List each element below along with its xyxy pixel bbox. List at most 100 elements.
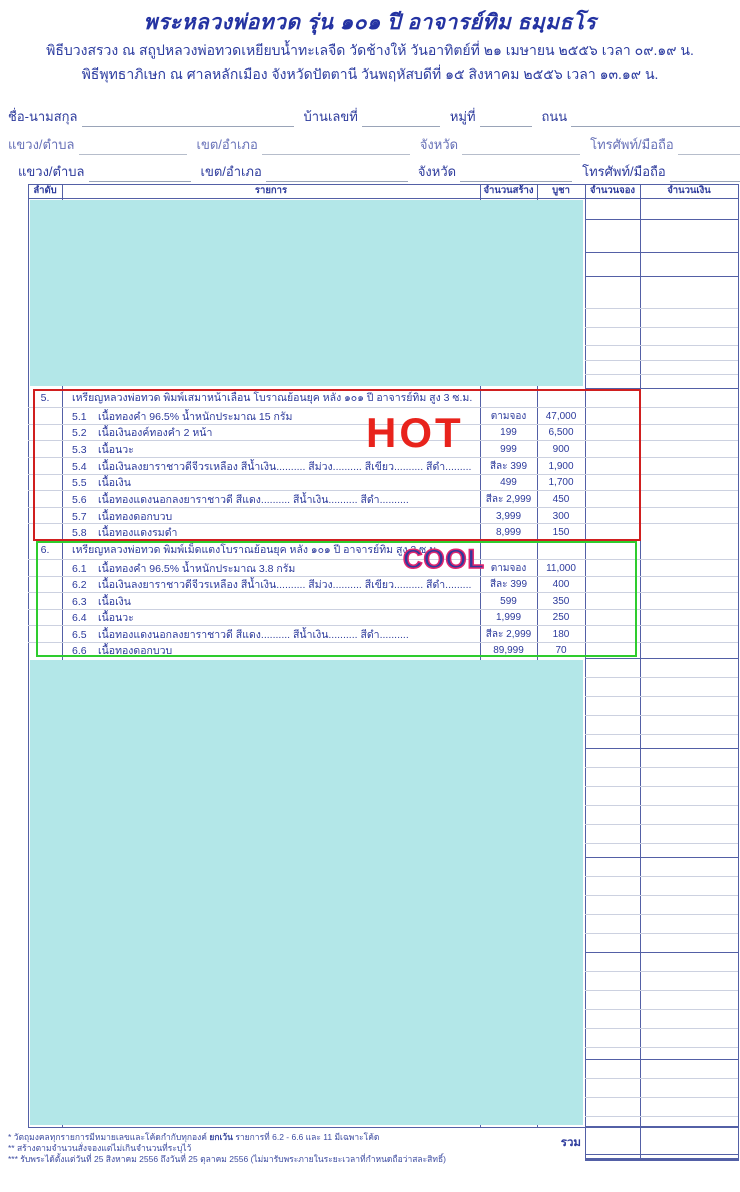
item-description: 5.7 เนื้อทองดอกบวบ (72, 508, 472, 525)
item-row: 6.5 เนื้อทองแดงนอกลงยาราชาวดี สีแดง......… (28, 625, 738, 643)
footnote-2: ** สร้างตามจำนวนสั่งจองแต่ไม่เกินจำนวนที… (8, 1143, 192, 1153)
table-grid-line (28, 184, 29, 1127)
item-price: 150 (552, 527, 570, 539)
row-line (585, 767, 738, 768)
item-text: เนื้อนวะ (98, 612, 134, 625)
item-text: เนื้อทองแดงนอกลงยาราชาวดี สีแดง.........… (98, 493, 409, 506)
subdistrict-field-line (88, 167, 191, 182)
order-table: HOT COOL รวม ลำดับ รายการ จำนวนสร้าง บูชา จำ… (28, 184, 739, 1168)
row-line (585, 360, 738, 361)
ceremony-line-2: พิธีพุทธาภิเษก ณ ศาลหลักเมือง จังหวัดปัต… (81, 66, 659, 82)
item-price: 250 (552, 612, 570, 624)
road-field-line (571, 112, 740, 127)
item-text: เนื้อเงินองค์ทองคำ 2 หน้า (98, 427, 213, 440)
table-grid-line (28, 198, 738, 199)
item-number: 5.2 (72, 427, 87, 440)
row-line (585, 1009, 738, 1010)
item-row: 6.1 เนื้อทองคำ 96.5% น้ำหนักประมาณ 3.8 กร… (28, 559, 738, 577)
table-grid-line (585, 184, 586, 1161)
phone-label: โทรศัพท์/มือถือ (582, 164, 666, 179)
footnote-3: *** รับพระได้ตั้งแต่วันที่ 25 สิงหาคม 25… (8, 1154, 446, 1164)
section-title: เหรียญหลวงพ่อทวด พิมพ์เม็ดแตงโบราณย้อนยุ… (72, 544, 440, 556)
province-label: จังหวัด (417, 164, 457, 179)
section-header-row: 5. เหรียญหลวงพ่อทวด พิมพ์เสมาหน้าเลื่อน โ… (28, 388, 738, 407)
item-row: 5.6 เนื้อทองแดงนอกลงยาราชาวดี สีแดง......… (28, 490, 738, 508)
item-number: 5.4 (72, 460, 87, 473)
item-description: 6.3 เนื้อเงิน (72, 593, 472, 610)
item-text: เนื้อทองคำ 96.5% น้ำหนักประมาณ 3.8 กรัม (98, 562, 296, 575)
row-line (585, 677, 738, 678)
item-text: เนื้อทองแดงรมดำ (98, 527, 178, 540)
section-divider-line (585, 857, 738, 858)
item-row: 6.4 เนื้อนวะ 1,999 250 (28, 608, 738, 627)
item-row: 6.3 เนื้อเงิน 599 350 (28, 592, 738, 610)
item-row: 6.2 เนื้อเงินลงยาราชาวดีจีวรเหลือง สีน้ำเ… (28, 575, 738, 594)
row-line (585, 971, 738, 972)
cool-section-highlight-box (36, 541, 637, 657)
cool-badge: COOL (402, 544, 485, 574)
province-label: จังหวัด (419, 137, 459, 152)
row-line (585, 696, 738, 697)
item-description: 5.6 เนื้อทองแดงนอกลงยาราชาวดี สีแดง......… (72, 491, 472, 508)
item-row: 5.1 เนื้อทองคำ 96.5% น้ำหนักประมาณ 15 กรั… (28, 407, 738, 425)
item-row: 5.5 เนื้อเงิน 499 1,700 (28, 473, 738, 492)
item-price: 450 (552, 493, 570, 505)
footnote-1: * วัตถุมงคลทุกรายการมีหมายเลขและโค้ดกำกั… (8, 1132, 380, 1142)
item-price: 6,500 (548, 427, 574, 439)
district-field-line (265, 167, 408, 182)
item-quantity-made: 89,999 (493, 645, 524, 657)
item-quantity-made: 599 (500, 595, 517, 607)
total-label: รวม (560, 1137, 581, 1149)
row-line (585, 805, 738, 806)
item-number: 5.5 (72, 477, 87, 490)
item-description: 6.1 เนื้อทองคำ 96.5% น้ำหนักประมาณ 3.8 กร… (72, 560, 472, 577)
item-section: 6. เหรียญหลวงพ่อทวด พิมพ์เม็ดแตงโบราณย้อน… (28, 540, 738, 658)
name-label: ชื่อ-นามสกุล (8, 109, 78, 124)
item-quantity-made: สีละ 399 (489, 460, 528, 472)
row-line (585, 1097, 738, 1098)
column-header: จำนวนสร้าง (483, 185, 534, 196)
item-text: เนื้อเงินลงยาราชาวดีจีวรเหลือง สีน้ำเงิน… (98, 579, 472, 592)
item-quantity-made: 8,999 (495, 527, 522, 539)
row-line (585, 990, 738, 991)
moo-field-line (479, 112, 532, 127)
item-quantity-made: 3,999 (495, 510, 522, 522)
district-field-line (261, 140, 410, 155)
item-row: 6.6 เนื้อทองดอกบวบ 89,999 70 (28, 641, 738, 660)
item-price: 1,900 (548, 460, 574, 472)
phone-field-line (669, 167, 740, 182)
item-description: 5.8 เนื้อทองแดงรมดำ (72, 524, 472, 541)
section-divider-line (585, 658, 738, 659)
item-quantity-made: 199 (500, 427, 517, 439)
hot-badge: HOT (366, 409, 464, 456)
row-line (585, 1047, 738, 1048)
item-description: 5.2 เนื้อเงินองค์ทองคำ 2 หน้า (72, 424, 472, 441)
row-line (585, 1028, 738, 1029)
item-text: เนื้อทองดอกบวบ (98, 645, 173, 658)
hot-section-highlight-box (33, 389, 641, 541)
section-divider-line (585, 1059, 738, 1060)
item-number: 5.1 (72, 410, 87, 423)
column-header: จำนวนจอง (589, 185, 636, 196)
total-row-bottom-line (585, 1158, 738, 1161)
column-header: ลำดับ (33, 185, 57, 196)
subdistrict-label: แขวง/ตำบล (8, 137, 75, 152)
item-row: 5.3 เนื้อนวะ 999 900 (28, 440, 738, 458)
item-price: 300 (552, 510, 570, 522)
item-quantity-made: 499 (500, 477, 517, 489)
item-description: 5.4 เนื้อเงินลงยาราชาวดีจีวรเหลือง สีน้ำเ… (72, 458, 472, 475)
item-description: 6.4 เนื้อนวะ (72, 609, 472, 626)
item-text: เนื้อทองแดงนอกลงยาราชาวดี สีแดง.........… (98, 628, 409, 641)
row-line (585, 308, 738, 309)
item-number: 5.8 (72, 527, 87, 540)
section-divider-line (585, 1126, 738, 1127)
item-price: 180 (552, 628, 570, 640)
item-text: เนื้อเงิน (98, 595, 131, 608)
item-quantity-made: สีละ 2,999 (485, 493, 532, 505)
ceremony-line-1: พิธีบวงสรวง ณ สถูปหลวงพ่อทวดเหยียบน้ำทะเ… (46, 42, 694, 58)
item-text: เนื้อทองคำ 96.5% น้ำหนักประมาณ 15 กรัม (98, 410, 293, 423)
item-price: 1,700 (548, 477, 574, 489)
road-label: ถนน (541, 109, 568, 124)
row-line (585, 895, 738, 896)
